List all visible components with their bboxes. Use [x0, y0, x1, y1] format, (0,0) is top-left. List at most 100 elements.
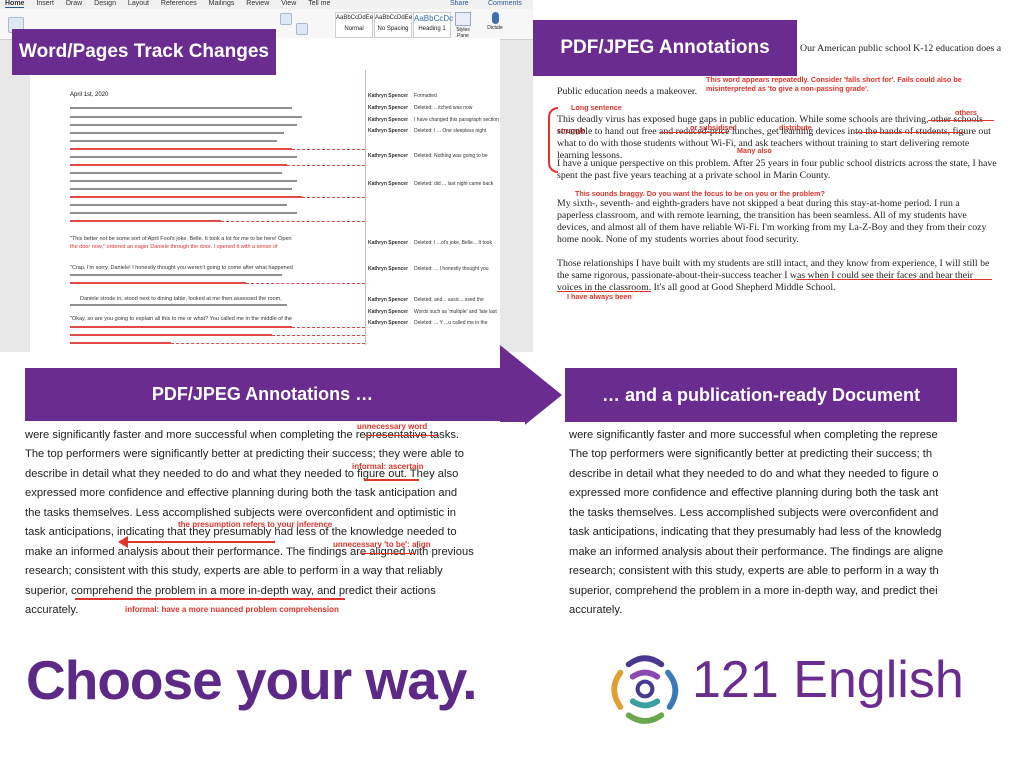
tab-review[interactable]: Review	[246, 0, 270, 7]
markup-connector	[302, 197, 365, 198]
doc-paragraph: Daniele strode in, stood next to dining …	[80, 296, 282, 302]
text-line-placeholder	[70, 116, 302, 118]
tab-insert[interactable]: Insert	[36, 0, 54, 7]
pilcrow-icon[interactable]	[280, 13, 292, 25]
comment-text: Formatted	[414, 93, 437, 99]
tab-view[interactable]: View	[281, 0, 297, 7]
text-line: The top performers were significantly be…	[25, 448, 465, 460]
text-line: were significantly faster and more succe…	[569, 429, 938, 441]
comment[interactable]: Kathryn Spencer Deleted: ...itched was no…	[368, 105, 472, 111]
text-line: accurately.	[25, 604, 79, 616]
tab-design[interactable]: Design	[94, 0, 116, 7]
label-pdf-annotations-top: PDF/JPEG Annotations	[533, 20, 797, 76]
style-no-spacing-preview: AaBbCcDdEe	[375, 15, 413, 21]
text-line-placeholder	[70, 164, 287, 166]
pdf-heading-tail: Our American public school K-12 educatio…	[800, 43, 1002, 54]
text-line-placeholder	[70, 282, 246, 284]
strike-mark	[855, 132, 964, 133]
text-line-placeholder	[70, 196, 302, 198]
text-line-placeholder	[70, 220, 221, 222]
tab-tell-me[interactable]: Tell me	[308, 0, 331, 7]
markup-connector	[292, 327, 365, 328]
tab-layout[interactable]: Layout	[127, 0, 149, 7]
style-heading-1[interactable]: AaBbCcDc Heading 1	[413, 12, 454, 38]
text-line: describe in detail what they needed to d…	[569, 468, 939, 480]
comment-author: Kathryn Spencer	[368, 117, 409, 123]
text-line: the tasks themselves. Less accomplished …	[25, 507, 456, 519]
comment[interactable]: Kathryn Spencer Deleted: ... I honestly t…	[368, 266, 489, 272]
annotation-word-repeats: This word appears repeatedly. Consider '…	[706, 75, 962, 93]
comment-author: Kathryn Spencer	[368, 297, 409, 303]
text-line-placeholder	[70, 212, 297, 214]
text-line: superior, comprehend the problem in a mo…	[569, 585, 938, 597]
annotation-to-be: unnecessary 'to be': align	[333, 540, 431, 549]
markup-margin	[365, 70, 366, 345]
tab-draw[interactable]: Draw	[65, 0, 83, 7]
publication-ready-document: were significantly faster and more succe…	[569, 422, 957, 630]
pdf-line-makeover: Public education needs a makeover.	[557, 86, 698, 97]
markup-connector	[221, 221, 365, 222]
text-line-placeholder	[70, 180, 297, 182]
comment[interactable]: Kathryn Spencer Formatted	[368, 93, 437, 99]
borders-icon[interactable]	[296, 23, 308, 35]
text-line-placeholder	[70, 334, 272, 336]
share-button[interactable]: Share	[450, 0, 469, 7]
annotation-others: others	[955, 108, 977, 117]
style-no-spacing[interactable]: AaBbCcDdEe No Spacing	[374, 12, 412, 38]
dictate-label: Dictate	[487, 25, 503, 31]
annotation-presumption: the presumption refers to your inference	[178, 520, 333, 529]
markup-connector	[287, 165, 365, 166]
style-no-spacing-label: No Spacing	[377, 26, 409, 32]
comment-text: Words such as 'multiple' and 'late last	[414, 309, 497, 315]
document-page	[30, 38, 500, 352]
comment-text: Deleted: I ...ol's joke, Belle... It too…	[414, 240, 492, 246]
comment[interactable]: Kathryn Spencer Words such as 'multiple' …	[368, 309, 497, 315]
comment-text: Deleted: ...itched was now	[414, 105, 473, 111]
comment[interactable]: Kathryn Spencer Deleted: Nothing was goin…	[368, 153, 488, 159]
text-line: task anticipations, indicating that they…	[569, 526, 942, 538]
comment[interactable]: Kathryn Spencer Deleted: ... Y ...u calle…	[368, 320, 488, 326]
pdf-paragraph-2: I have a unique perspective on this prob…	[557, 158, 997, 181]
comment[interactable]: Kathryn Spencer Deleted: did ... last nig…	[368, 181, 493, 187]
style-normal[interactable]: AaBbCcDdEe Normal	[335, 12, 373, 38]
text-line-placeholder	[70, 188, 292, 190]
text-line-placeholder	[70, 107, 292, 109]
text-line: expressed more confidence and effective …	[569, 487, 939, 499]
styles-pane-button[interactable]: Styles Pane	[451, 12, 475, 39]
text-line: research; consistent with this study, ex…	[569, 565, 939, 577]
comment-author: Kathryn Spencer	[368, 266, 409, 272]
arrow-left-icon	[118, 536, 128, 548]
strike-mark	[796, 279, 992, 280]
style-heading-1-preview: AaBbCcDc	[414, 14, 454, 23]
annotation-always-been: I have always been	[567, 292, 632, 301]
text-line-placeholder	[70, 204, 287, 206]
tab-home[interactable]: Home	[5, 0, 25, 8]
text-line: make an informed analysis about their pe…	[25, 546, 474, 558]
comment-text: I have changed this paragraph section	[414, 117, 499, 123]
comment-author: Kathryn Spencer	[368, 309, 409, 315]
tab-references[interactable]: References	[160, 0, 197, 7]
comment[interactable]: Kathryn Spencer Deleted: and... assic... …	[368, 297, 484, 303]
comment[interactable]: Kathryn Spencer I have changed this parag…	[368, 117, 499, 123]
comment[interactable]: Kathryn Spencer Deleted: I ...ol's joke, …	[368, 240, 492, 246]
text-line: describe in detail what they needed to d…	[25, 468, 459, 480]
strike-mark	[360, 553, 416, 554]
comment-author: Kathryn Spencer	[368, 105, 409, 111]
comment-author: Kathryn Spencer	[368, 128, 409, 134]
comment-text: Deleted: I ... One sleepless night	[414, 128, 487, 134]
dictate-button[interactable]: Dictate	[483, 12, 507, 38]
annotation-or-subsidised: or subsidised	[690, 123, 737, 132]
styles-pane-label: Styles Pane	[456, 27, 470, 39]
logo-icon	[611, 655, 679, 724]
comment[interactable]: Kathryn Spencer Deleted: I ... One sleepl…	[368, 128, 486, 134]
annotation-long-sentence: Long sentence	[571, 103, 622, 112]
markup-connector	[246, 283, 365, 284]
annotation-unnecessary-word: unnecessary word	[357, 422, 428, 431]
tagline: Choose your way.	[26, 649, 478, 711]
style-normal-preview: AaBbCcDdEe	[336, 15, 374, 21]
bracket-mark	[548, 107, 558, 173]
tab-mailings[interactable]: Mailings	[208, 0, 235, 7]
comment-text: Deleted: ... I honestly thought you	[414, 266, 489, 272]
comments-button[interactable]: Comments	[488, 0, 522, 7]
text-line-placeholder	[70, 148, 292, 150]
